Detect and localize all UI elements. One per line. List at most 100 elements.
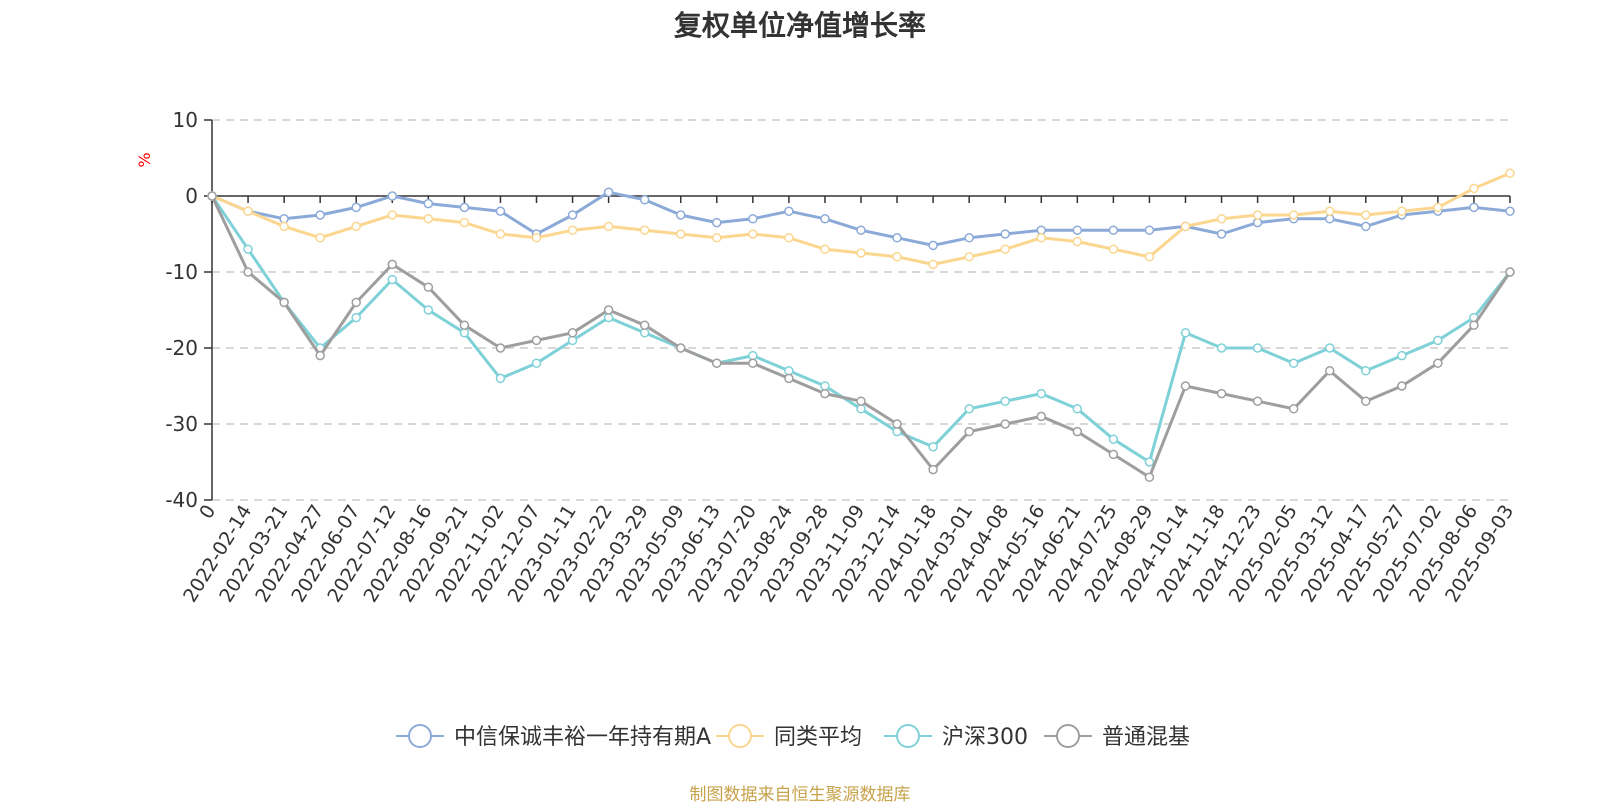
data-point[interactable] — [1397, 381, 1407, 391]
data-point[interactable] — [1108, 449, 1119, 460]
data-point[interactable] — [243, 244, 253, 254]
data-point[interactable] — [712, 233, 722, 243]
data-point[interactable] — [459, 217, 470, 228]
data-point[interactable] — [387, 259, 398, 270]
data-point[interactable] — [495, 229, 506, 239]
data-point[interactable] — [1324, 214, 1335, 224]
data-point[interactable] — [1036, 225, 1047, 235]
data-point[interactable] — [1324, 366, 1335, 376]
data-point[interactable] — [784, 233, 794, 243]
data-point[interactable] — [603, 221, 614, 232]
data-point[interactable] — [351, 312, 361, 323]
data-point[interactable] — [784, 373, 794, 384]
data-point[interactable] — [892, 252, 902, 262]
data-point[interactable] — [639, 195, 650, 205]
data-point[interactable] — [1216, 214, 1227, 224]
data-point[interactable] — [603, 305, 614, 315]
data-point[interactable] — [1072, 404, 1083, 414]
data-point[interactable] — [1397, 350, 1407, 361]
data-point[interactable] — [1397, 206, 1407, 216]
data-point[interactable] — [1361, 396, 1371, 406]
data-point[interactable] — [351, 202, 361, 213]
data-point[interactable] — [964, 252, 974, 262]
data-point[interactable] — [1180, 381, 1191, 391]
data-point[interactable] — [639, 225, 650, 235]
data-point[interactable] — [1108, 225, 1119, 235]
data-point[interactable] — [495, 373, 506, 384]
data-point[interactable] — [1433, 358, 1443, 368]
data-point[interactable] — [856, 396, 866, 406]
data-point[interactable] — [1469, 320, 1479, 330]
data-point[interactable] — [459, 202, 470, 213]
data-point[interactable] — [531, 335, 542, 346]
data-point[interactable] — [1361, 221, 1371, 232]
data-point[interactable] — [1252, 343, 1263, 353]
data-point[interactable] — [1288, 404, 1299, 414]
data-point[interactable] — [784, 206, 794, 216]
data-point[interactable] — [1036, 233, 1047, 243]
legend-item[interactable]: 普通混基 — [1044, 724, 1190, 750]
data-point[interactable] — [1505, 206, 1515, 216]
data-point[interactable] — [639, 320, 650, 330]
data-point[interactable] — [820, 381, 830, 391]
data-point[interactable] — [1000, 396, 1010, 406]
data-point[interactable] — [603, 312, 614, 323]
data-point[interactable] — [1144, 472, 1155, 482]
data-point[interactable] — [1036, 411, 1047, 422]
data-point[interactable] — [1000, 419, 1010, 429]
data-point[interactable] — [387, 191, 398, 201]
data-point[interactable] — [351, 221, 361, 232]
data-point[interactable] — [675, 343, 686, 353]
data-point[interactable] — [820, 214, 830, 224]
data-point[interactable] — [1144, 252, 1155, 262]
data-point[interactable] — [315, 210, 325, 220]
legend-item[interactable]: 同类平均 — [716, 724, 862, 750]
data-point[interactable] — [675, 229, 686, 239]
data-point[interactable] — [928, 259, 938, 270]
data-point[interactable] — [1433, 202, 1443, 213]
data-point[interactable] — [1108, 244, 1119, 254]
data-point[interactable] — [856, 404, 866, 414]
data-point[interactable] — [712, 358, 722, 368]
data-point[interactable] — [964, 404, 974, 414]
data-point[interactable] — [964, 233, 974, 243]
legend-item[interactable]: 中信保诚丰裕一年持有期A — [396, 724, 711, 750]
data-point[interactable] — [243, 267, 253, 277]
data-point[interactable] — [1288, 210, 1299, 220]
data-point[interactable] — [1469, 183, 1479, 194]
data-point[interactable] — [1288, 358, 1299, 368]
data-point[interactable] — [315, 233, 325, 243]
data-point[interactable] — [423, 282, 434, 292]
data-point[interactable] — [315, 350, 325, 361]
data-point[interactable] — [748, 358, 758, 368]
data-point[interactable] — [1072, 426, 1083, 437]
data-point[interactable] — [495, 343, 506, 353]
data-point[interactable] — [748, 229, 758, 239]
data-point[interactable] — [784, 366, 794, 376]
data-point[interactable] — [567, 328, 578, 338]
data-point[interactable] — [820, 244, 830, 254]
data-point[interactable] — [279, 297, 289, 308]
data-point[interactable] — [279, 214, 289, 224]
data-point[interactable] — [712, 217, 722, 228]
data-point[interactable] — [567, 210, 578, 220]
data-point[interactable] — [675, 210, 686, 220]
data-point[interactable] — [1000, 244, 1010, 254]
data-point[interactable] — [423, 305, 434, 315]
data-point[interactable] — [1144, 225, 1155, 235]
data-point[interactable] — [1324, 343, 1335, 353]
data-point[interactable] — [1252, 396, 1263, 406]
data-point[interactable] — [1505, 168, 1515, 178]
data-point[interactable] — [567, 225, 578, 235]
data-point[interactable] — [1072, 225, 1083, 235]
data-point[interactable] — [1216, 388, 1227, 399]
data-point[interactable] — [423, 214, 434, 224]
data-point[interactable] — [748, 350, 758, 361]
data-point[interactable] — [928, 464, 938, 475]
data-point[interactable] — [1361, 366, 1371, 376]
data-point[interactable] — [1252, 210, 1263, 220]
data-point[interactable] — [495, 206, 506, 216]
data-point[interactable] — [1180, 328, 1191, 338]
data-point[interactable] — [639, 328, 650, 338]
data-point[interactable] — [531, 358, 542, 368]
